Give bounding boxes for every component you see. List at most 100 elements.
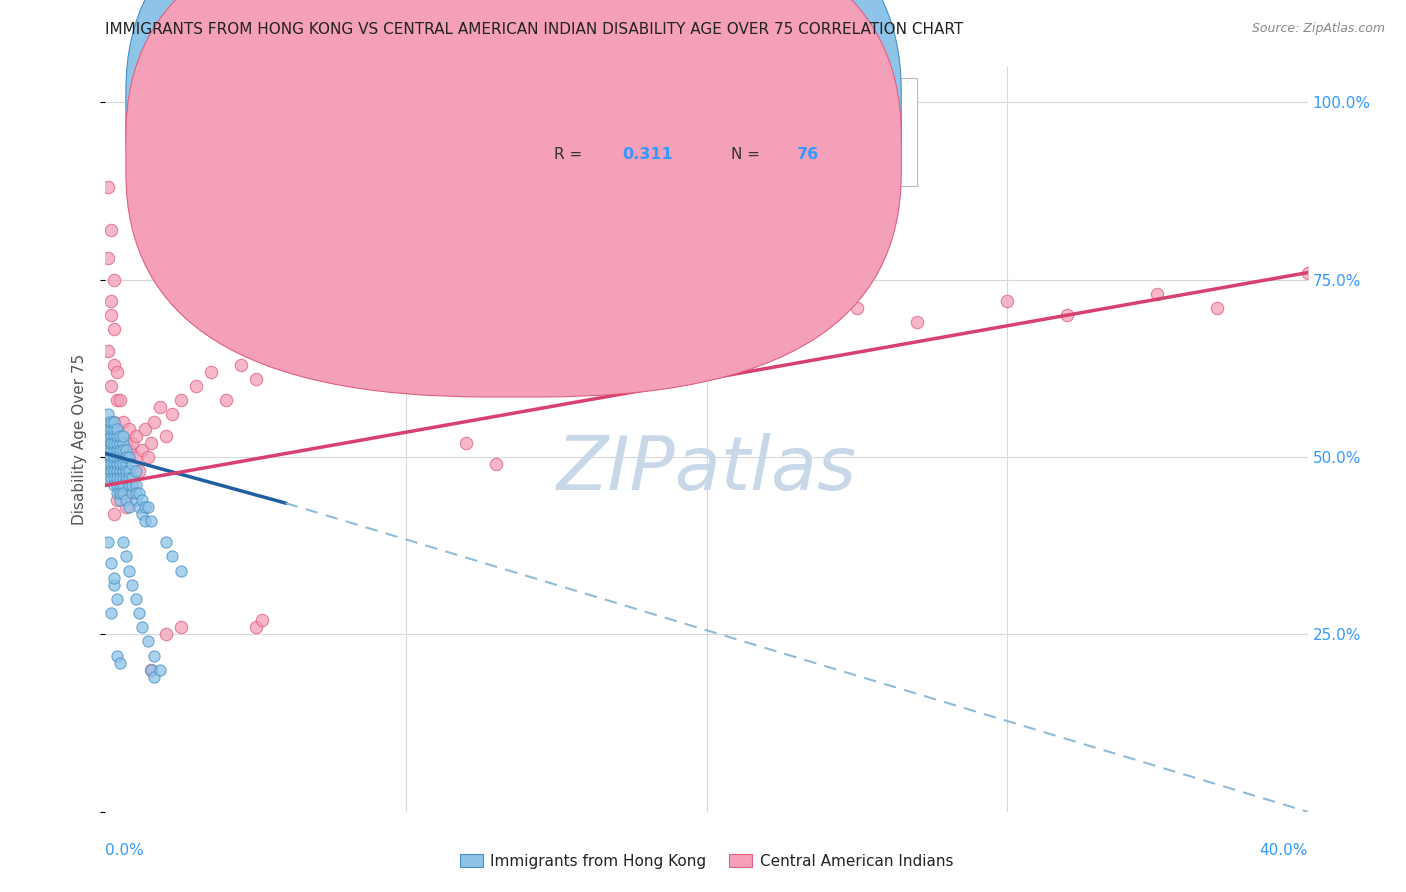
Point: [124, 450, 146, 464]
Point: [107, 591, 129, 606]
Point: [131, 620, 153, 634]
Point: [100, 422, 122, 436]
Point: [245, 620, 267, 634]
Point: [110, 485, 132, 500]
Point: [115, 450, 138, 464]
Point: [110, 492, 132, 507]
Point: [128, 464, 150, 478]
Point: [1056, 308, 1078, 322]
Point: [118, 478, 141, 492]
Point: [124, 478, 146, 492]
Point: [112, 429, 135, 443]
Point: [112, 485, 135, 500]
Point: [274, 343, 297, 358]
Point: [118, 422, 141, 436]
Point: [110, 464, 132, 478]
Point: [107, 492, 129, 507]
Point: [110, 478, 132, 492]
Point: [229, 358, 252, 372]
Point: [121, 471, 143, 485]
Point: [110, 471, 132, 485]
Point: [107, 365, 129, 379]
Point: [139, 663, 162, 677]
Point: [118, 442, 141, 457]
Point: [134, 514, 156, 528]
Point: [121, 464, 143, 478]
Point: [118, 471, 141, 485]
Point: [107, 422, 129, 436]
Point: [124, 429, 146, 443]
Point: [103, 435, 125, 450]
Point: [97, 535, 120, 549]
Point: [160, 408, 183, 422]
Point: [121, 478, 143, 492]
Point: [454, 322, 477, 336]
Point: [121, 457, 143, 471]
Point: [110, 442, 132, 457]
Point: [103, 450, 125, 464]
Text: R =: R =: [554, 103, 586, 118]
Text: Source: ZipAtlas.com: Source: ZipAtlas.com: [1251, 22, 1385, 36]
Point: [755, 322, 778, 336]
Point: [103, 464, 125, 478]
Point: [636, 329, 658, 343]
Point: [115, 435, 138, 450]
Point: [107, 435, 129, 450]
Point: [115, 442, 138, 457]
Point: [1146, 286, 1168, 301]
Point: [148, 663, 170, 677]
Point: [103, 429, 125, 443]
Point: [107, 485, 129, 500]
Point: [107, 442, 129, 457]
Text: -0.251: -0.251: [623, 103, 679, 118]
Point: [118, 464, 141, 478]
Text: R =: R =: [554, 146, 586, 161]
Point: [136, 500, 159, 514]
Point: [107, 648, 129, 663]
Point: [200, 365, 222, 379]
Text: 76: 76: [797, 146, 818, 161]
Point: [905, 315, 928, 329]
Point: [110, 450, 132, 464]
Point: [97, 252, 120, 266]
Point: [103, 457, 125, 471]
Point: [124, 485, 146, 500]
Point: [97, 464, 120, 478]
Point: [169, 393, 191, 408]
Point: [100, 415, 122, 429]
Point: [134, 422, 156, 436]
Point: [100, 435, 122, 450]
Text: 40.0%: 40.0%: [1260, 843, 1308, 858]
Point: [103, 464, 125, 478]
Point: [134, 500, 156, 514]
Point: [546, 308, 568, 322]
Point: [97, 415, 120, 429]
Point: [100, 557, 122, 571]
Point: [110, 485, 132, 500]
Point: [112, 485, 135, 500]
Point: [110, 450, 132, 464]
Point: [121, 435, 143, 450]
Point: [214, 393, 236, 408]
Point: [103, 571, 125, 585]
Point: [115, 471, 138, 485]
Text: 0.311: 0.311: [623, 146, 673, 161]
Point: [97, 408, 120, 422]
FancyBboxPatch shape: [465, 78, 917, 186]
Point: [107, 450, 129, 464]
Point: [575, 322, 598, 336]
Point: [485, 457, 508, 471]
Point: [131, 507, 153, 521]
Point: [112, 435, 135, 450]
Point: [107, 457, 129, 471]
Point: [112, 450, 135, 464]
Point: [112, 478, 135, 492]
Point: [97, 450, 120, 464]
Point: [112, 464, 135, 478]
Point: [115, 450, 138, 464]
Point: [103, 322, 125, 336]
Point: [305, 351, 328, 365]
Text: IMMIGRANTS FROM HONG KONG VS CENTRAL AMERICAN INDIAN DISABILITY AGE OVER 75 CORR: IMMIGRANTS FROM HONG KONG VS CENTRAL AME…: [105, 22, 963, 37]
Point: [142, 648, 165, 663]
Point: [103, 422, 125, 436]
